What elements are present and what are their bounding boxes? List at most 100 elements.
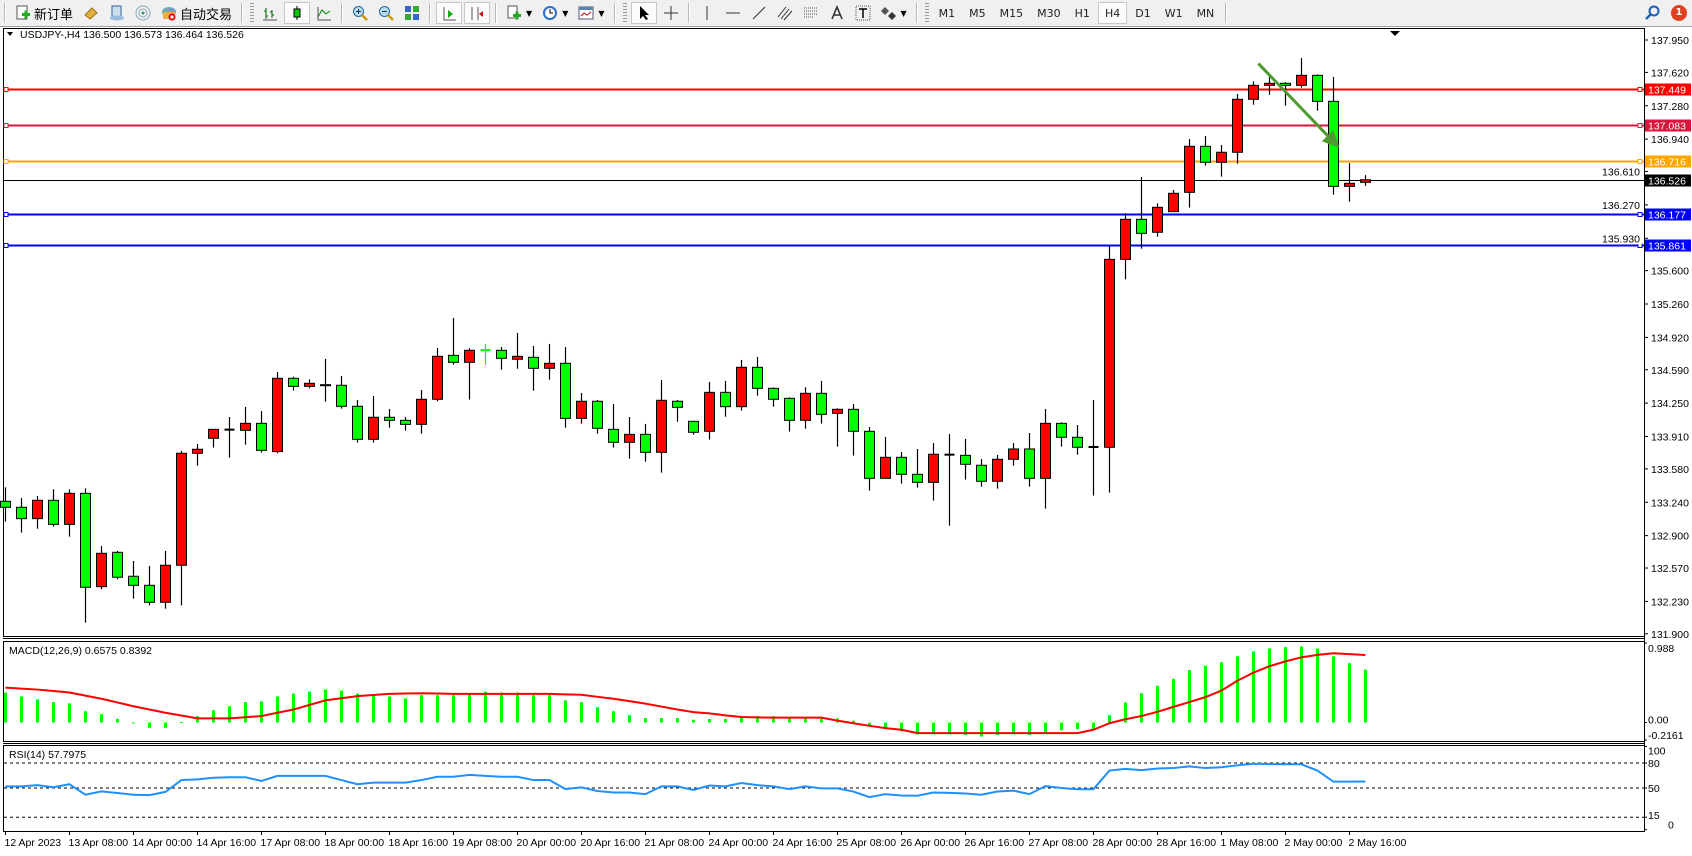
signals-button[interactable]: [131, 2, 155, 24]
toolbar-separator: [915, 3, 918, 23]
indicators-button[interactable]: ▼: [502, 2, 536, 24]
timeframe-d1[interactable]: D1: [1135, 6, 1151, 20]
macd-histogram-bar: [1364, 669, 1367, 723]
candle-body: [96, 552, 107, 588]
toolbar-grip[interactable]: [622, 3, 627, 23]
candle-body: [496, 349, 507, 359]
zoom-out-button[interactable]: [374, 2, 398, 24]
time-tick-label: 24 Apr 16:00: [773, 837, 833, 849]
candle: [1072, 425, 1083, 455]
toolbar-grip[interactable]: [250, 3, 255, 23]
cursor-button[interactable]: [630, 2, 657, 24]
candle-body: [1104, 258, 1115, 448]
current-price-tag: [1645, 174, 1691, 187]
macd-tick-label: 0.988: [1648, 643, 1674, 655]
trendline-button[interactable]: [747, 2, 771, 24]
candle-body: [0, 500, 11, 508]
periods-button[interactable]: ▼: [538, 2, 572, 24]
notification-button[interactable]: 1: [1667, 2, 1691, 24]
equidistant-channel-button[interactable]: [773, 2, 797, 24]
text-button[interactable]: [825, 2, 849, 24]
chart-menu-triangle-icon[interactable]: [7, 32, 13, 36]
candle: [672, 399, 683, 422]
macd-histogram-bar: [756, 716, 759, 723]
search-button[interactable]: [1641, 2, 1665, 24]
text-label-button[interactable]: [851, 2, 875, 24]
timeframe-w1[interactable]: W1: [1164, 6, 1183, 20]
timeframe-m1[interactable]: M1: [938, 6, 956, 20]
macd-histogram-bar: [36, 699, 39, 723]
macd-histogram-bar: [164, 722, 167, 728]
macd-label: MACD(12,26,9) 0.6575 0.8392: [9, 645, 152, 657]
candle-body: [208, 428, 219, 439]
candlestick-button[interactable]: [284, 2, 311, 24]
crosshair-button[interactable]: [659, 2, 683, 24]
time-tick-label: 14 Apr 00:00: [133, 837, 193, 849]
macd-histogram-bar: [1060, 722, 1063, 731]
navigator-button[interactable]: [105, 2, 129, 24]
auto-trading-button[interactable]: 自动交易: [157, 2, 236, 24]
line-chart-button[interactable]: [312, 2, 336, 24]
candle: [0, 487, 11, 522]
timeframe-h4[interactable]: H4: [1097, 2, 1128, 24]
level-handle[interactable]: [3, 123, 9, 128]
auto-scroll-button[interactable]: [436, 2, 463, 24]
candle-body: [1296, 74, 1307, 86]
tile-windows-button[interactable]: [400, 2, 424, 24]
candle-body: [400, 419, 411, 425]
timeframe-m30[interactable]: M30: [1037, 6, 1061, 20]
level-handle[interactable]: [3, 212, 9, 217]
trendline-icon: [751, 5, 767, 21]
trend-arrow-shaft[interactable]: [1257, 62, 1329, 137]
time-tick-label: 17 Apr 08:00: [261, 837, 321, 849]
macd-histogram-bar: [340, 690, 343, 723]
time-tick-label: 27 Apr 08:00: [1029, 837, 1089, 849]
zoom-in-button[interactable]: [348, 2, 372, 24]
macd-histogram-bar: [292, 693, 295, 723]
level-handle[interactable]: [1637, 123, 1643, 128]
fibonacci-button[interactable]: [799, 2, 823, 24]
candle-body: [80, 492, 91, 588]
level-price-tag: [1645, 155, 1691, 168]
candle: [1264, 77, 1275, 95]
macd-histogram-bar: [1268, 648, 1271, 723]
toolbar-grip[interactable]: [924, 3, 929, 23]
candle-body: [1200, 145, 1211, 163]
macd-histogram-bar: [564, 700, 567, 723]
new-order-button[interactable]: 新订单: [11, 2, 77, 24]
timeframe-m15[interactable]: M15: [999, 6, 1024, 20]
candle-body: [928, 453, 939, 483]
templates-button[interactable]: ▼: [574, 2, 608, 24]
timeframe-h1[interactable]: H1: [1074, 6, 1090, 20]
candle-body: [144, 584, 155, 603]
time-tick-label: 2 May 00:00: [1285, 837, 1343, 849]
candle: [864, 426, 875, 491]
chart-shift-marker-icon[interactable]: [1390, 31, 1400, 36]
trend-arrow-head-icon[interactable]: [1321, 130, 1340, 148]
candle-body: [464, 349, 475, 363]
candle: [1088, 399, 1099, 496]
bar-chart-button[interactable]: [258, 2, 282, 24]
horizontal-line-button[interactable]: [721, 2, 745, 24]
chart-window[interactable]: USDJPY-,H4 136.500 136.573 136.464 136.5…: [0, 27, 1692, 856]
level-handle[interactable]: [1637, 159, 1643, 164]
macd-histogram-bar: [740, 717, 743, 723]
chart-shift-button[interactable]: [464, 2, 491, 24]
time-tick-label: 26 Apr 00:00: [901, 837, 961, 849]
macd-histogram-bar: [900, 722, 903, 732]
market-watch-button[interactable]: [79, 2, 103, 24]
timeframe-m5[interactable]: M5: [969, 6, 986, 20]
macd-histogram-bar: [388, 696, 391, 723]
candle-body: [416, 398, 427, 425]
macd-histogram-bar: [52, 702, 55, 723]
level-handle[interactable]: [3, 243, 9, 248]
new-order-label: 新订单: [34, 7, 74, 23]
vertical-line-button[interactable]: [695, 2, 719, 24]
arrows-button[interactable]: ▼: [877, 2, 911, 24]
level-handle[interactable]: [3, 87, 9, 92]
level-handle[interactable]: [1637, 87, 1643, 92]
level-handle[interactable]: [1637, 212, 1643, 217]
timeframe-mn[interactable]: MN: [1196, 6, 1215, 20]
level-handle[interactable]: [3, 159, 9, 164]
candle: [464, 348, 475, 400]
